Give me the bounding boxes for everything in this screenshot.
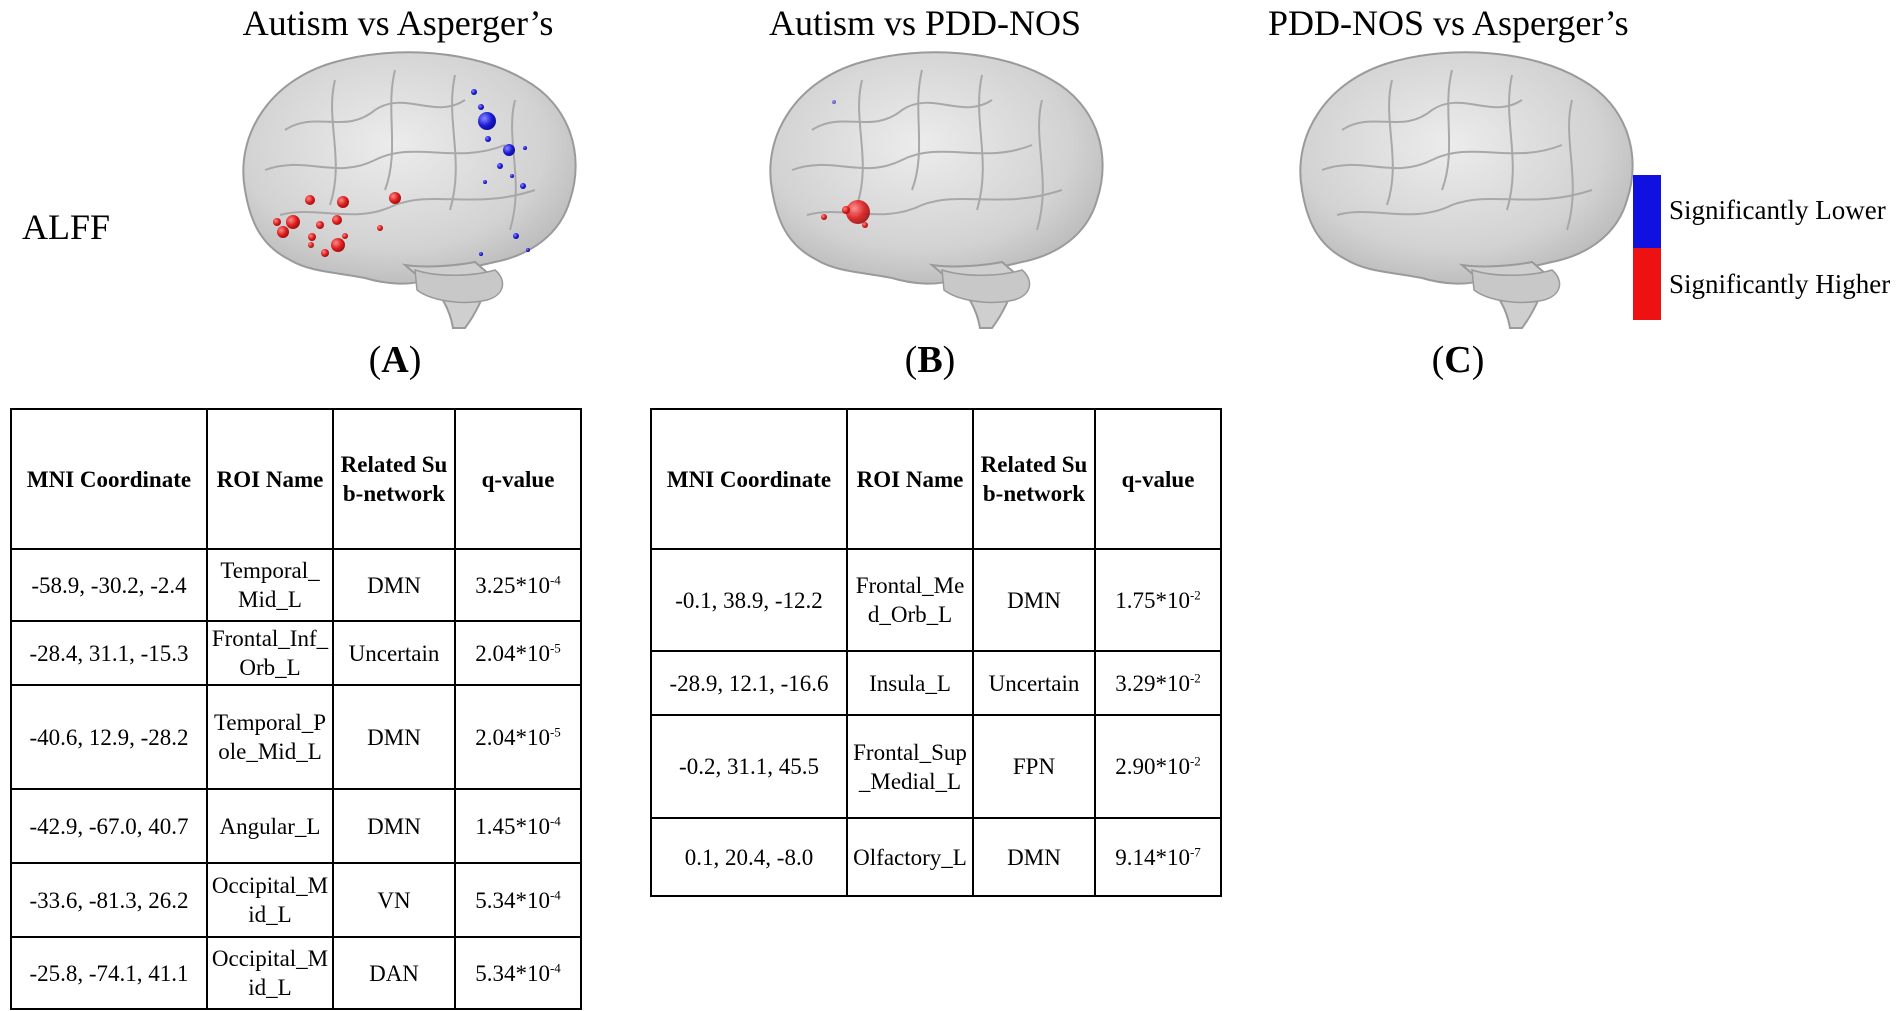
table-row: -0.2, 31.1, 45.5 Frontal_Sup_Medial_L FP… (650, 714, 1222, 819)
cell-q-value: 3.29*10-2 (1094, 650, 1222, 716)
roi-table-b: MNI Coordinate ROI Name Related Sub-netw… (650, 408, 1222, 897)
cell-subnetwork: DMN (332, 684, 456, 790)
cell-roi: Temporal_Pole_Mid_L (206, 684, 334, 790)
cell-mni: -0.1, 38.9, -12.2 (650, 548, 848, 652)
legend-swatch-lower (1633, 175, 1661, 248)
panel-b-title: Autism vs PDD-NOS (768, 3, 1082, 43)
cell-mni: -0.2, 31.1, 45.5 (650, 714, 848, 819)
cell-subnetwork: DAN (332, 936, 456, 1010)
cell-q-value: 3.25*10-4 (454, 548, 582, 622)
cell-q-value: 5.34*10-4 (454, 936, 582, 1010)
cell-q-value: 2.04*10-5 (454, 620, 582, 686)
cell-roi: Temporal_Mid_L (206, 548, 334, 622)
table-header-row: MNI Coordinate ROI Name Related Sub-netw… (650, 408, 1222, 550)
header-q-value: q-value (1094, 408, 1222, 550)
cell-roi: Frontal_Sup_Medial_L (846, 714, 974, 819)
cell-subnetwork: DMN (332, 548, 456, 622)
brain-render-a (242, 51, 577, 329)
table-row: -0.1, 38.9, -12.2 Frontal_Med_Orb_L DMN … (650, 548, 1222, 652)
table-row: -28.4, 31.1, -15.3 Frontal_Inf_Orb_L Unc… (10, 620, 582, 686)
cell-subnetwork: FPN (972, 714, 1096, 819)
header-subnetwork: Related Sub-network (332, 408, 456, 550)
cell-subnetwork: Uncertain (332, 620, 456, 686)
cell-mni: -28.9, 12.1, -16.6 (650, 650, 848, 716)
cell-roi: Insula_L (846, 650, 974, 716)
header-roi: ROI Name (206, 408, 334, 550)
cell-subnetwork: DMN (332, 788, 456, 864)
cell-subnetwork: DMN (972, 548, 1096, 652)
brain-render-c (1299, 51, 1634, 329)
brain-render-b (769, 51, 1104, 329)
roi-table-a: MNI Coordinate ROI Name Related Sub-netw… (10, 408, 582, 1010)
header-subnetwork: Related Sub-network (972, 408, 1096, 550)
cell-mni: -42.9, -67.0, 40.7 (10, 788, 208, 864)
cell-mni: 0.1, 20.4, -8.0 (650, 817, 848, 897)
header-roi: ROI Name (846, 408, 974, 550)
cell-roi: Angular_L (206, 788, 334, 864)
table-row: -28.9, 12.1, -16.6 Insula_L Uncertain 3.… (650, 650, 1222, 716)
table-header-row: MNI Coordinate ROI Name Related Sub-netw… (10, 408, 582, 550)
row-label-alff: ALFF (22, 207, 111, 247)
panel-label-b: (B) (904, 339, 956, 381)
cell-mni: -28.4, 31.1, -15.3 (10, 620, 208, 686)
table-row: -42.9, -67.0, 40.7 Angular_L DMN 1.45*10… (10, 788, 582, 864)
panel-a-title: Autism vs Asperger’s (242, 3, 554, 43)
cell-q-value: 2.04*10-5 (454, 684, 582, 790)
table-row: -25.8, -74.1, 41.1 Occipital_Mid_L DAN 5… (10, 936, 582, 1010)
cell-roi: Frontal_Med_Orb_L (846, 548, 974, 652)
cell-roi: Olfactory_L (846, 817, 974, 897)
cell-mni: -33.6, -81.3, 26.2 (10, 862, 208, 938)
cell-mni: -58.9, -30.2, -2.4 (10, 548, 208, 622)
cell-q-value: 2.90*10-2 (1094, 714, 1222, 819)
cell-mni: -25.8, -74.1, 41.1 (10, 936, 208, 1010)
cell-q-value: 1.45*10-4 (454, 788, 582, 864)
table-row: -58.9, -30.2, -2.4 Temporal_Mid_L DMN 3.… (10, 548, 582, 622)
cell-roi: Occipital_Mid_L (206, 862, 334, 938)
panel-c-title: PDD-NOS vs Asperger’s (1268, 3, 1629, 43)
cell-subnetwork: VN (332, 862, 456, 938)
table-row: -33.6, -81.3, 26.2 Occipital_Mid_L VN 5.… (10, 862, 582, 938)
cell-mni: -40.6, 12.9, -28.2 (10, 684, 208, 790)
table-row: 0.1, 20.4, -8.0 Olfactory_L DMN 9.14*10-… (650, 817, 1222, 897)
cell-subnetwork: DMN (972, 817, 1096, 897)
cell-roi: Occipital_Mid_L (206, 936, 334, 1010)
header-mni: MNI Coordinate (650, 408, 848, 550)
cell-subnetwork: Uncertain (972, 650, 1096, 716)
cell-roi: Frontal_Inf_Orb_L (206, 620, 334, 686)
header-mni: MNI Coordinate (10, 408, 208, 550)
cell-q-value: 1.75*10-2 (1094, 548, 1222, 652)
header-q-value: q-value (454, 408, 582, 550)
panel-label-c: (C) (1431, 339, 1485, 381)
cell-q-value: 5.34*10-4 (454, 862, 582, 938)
cell-q-value: 9.14*10-7 (1094, 817, 1222, 897)
legend-label-higher: Significantly Higher (1669, 269, 1891, 299)
table-row: -40.6, 12.9, -28.2 Temporal_Pole_Mid_L D… (10, 684, 582, 790)
legend-label-lower: Significantly Lower (1669, 195, 1886, 225)
panel-label-a: (A) (368, 339, 422, 381)
legend-swatch-higher (1633, 248, 1661, 320)
